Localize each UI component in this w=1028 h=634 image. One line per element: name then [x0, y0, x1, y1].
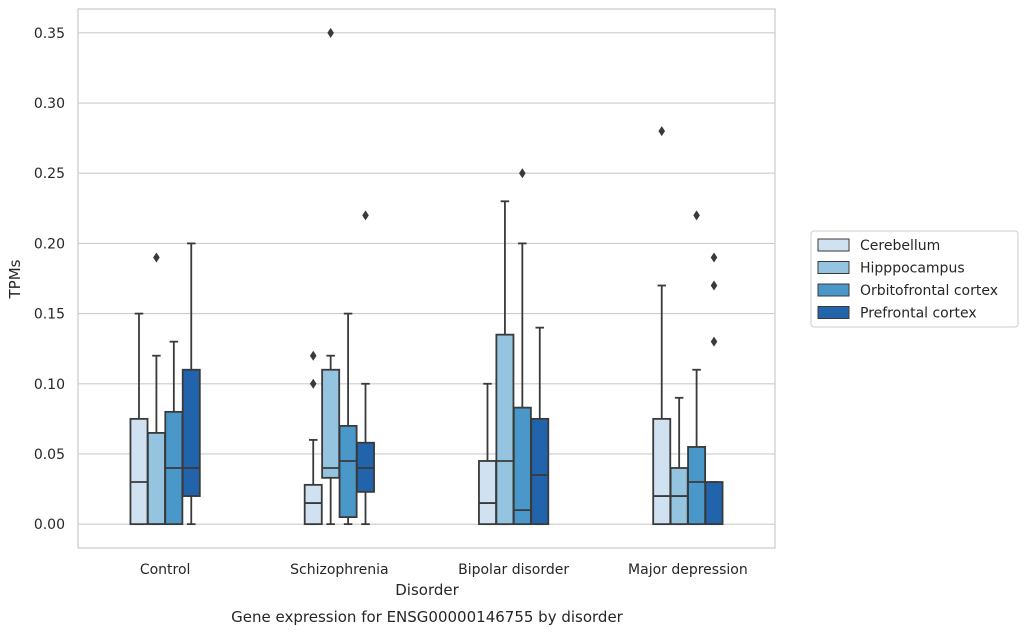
outlier-point — [309, 350, 317, 361]
outlier-point — [710, 252, 718, 263]
box — [303, 483, 323, 526]
box-group — [338, 312, 358, 526]
y-tick-label: 0.00 — [34, 517, 65, 533]
box-group — [303, 350, 323, 526]
outlier-point — [710, 336, 718, 347]
box — [321, 368, 341, 479]
box-group — [652, 126, 672, 526]
chart-caption: Gene expression for ENSG00000146755 by d… — [231, 608, 624, 626]
y-tick-label: 0.35 — [34, 26, 65, 42]
box-group — [669, 396, 689, 526]
outlier-point — [309, 378, 317, 389]
box — [530, 417, 550, 526]
y-tick-label: 0.05 — [34, 447, 65, 463]
box — [181, 368, 201, 497]
outlier-point — [693, 210, 700, 221]
x-tick-labels: Control Schizophrenia Bipolar disorder Majo… — [140, 562, 748, 578]
boxes-layer — [129, 27, 724, 526]
box-group — [321, 27, 341, 526]
box-group — [495, 200, 515, 526]
outlier-point — [519, 168, 526, 179]
y-tick-label: 0.25 — [34, 166, 65, 182]
plot-frame — [77, 8, 776, 549]
x-tick-label: Schizophrenia — [290, 562, 388, 578]
x-tick-label: Bipolar disorder — [458, 562, 569, 578]
legend-label: Orbitofrontal cortex — [860, 283, 998, 299]
legend-swatch — [817, 283, 850, 297]
outlier-point — [658, 126, 666, 137]
box-group — [704, 252, 724, 526]
box-group — [530, 326, 550, 526]
box-group — [129, 312, 149, 526]
y-tick-label: 0.10 — [34, 377, 65, 393]
box-group — [356, 210, 375, 526]
box — [512, 406, 532, 526]
box — [704, 481, 724, 526]
legend-label: Hipppocampus — [860, 261, 965, 277]
outlier-point — [710, 280, 718, 291]
outlier-point — [327, 27, 334, 38]
legend-swatch — [817, 261, 850, 274]
box — [146, 432, 166, 526]
y-tick-label: 0.20 — [34, 236, 65, 252]
outlier-point — [153, 252, 160, 263]
box — [478, 460, 497, 526]
box-group — [687, 210, 707, 526]
legend-frame — [810, 230, 1019, 328]
y-tick-labels: 0.00 0.05 0.10 0.15 0.20 0.25 0.30 0.35 — [34, 26, 65, 533]
box — [495, 333, 515, 526]
outlier-point — [362, 210, 369, 221]
box-group — [512, 168, 532, 526]
x-tick-label: Major depression — [628, 562, 748, 578]
legend-swatch — [817, 238, 850, 252]
x-tick-label: Control — [140, 562, 191, 578]
box-group — [478, 382, 497, 526]
legend: Cerebellum Hipppocampus Orbitofrontal cort… — [810, 230, 1019, 328]
box-group — [164, 340, 184, 526]
y-tick-label: 0.30 — [34, 96, 65, 112]
box — [129, 417, 149, 526]
box — [687, 446, 707, 526]
y-axis-label: TPMs — [6, 259, 24, 299]
legend-label: Cerebellum — [860, 238, 940, 254]
legend-label: Prefrontal cortex — [860, 306, 977, 322]
box — [338, 424, 358, 519]
box-group — [181, 242, 201, 526]
box-group — [146, 252, 166, 526]
x-axis-label: Disorder — [395, 581, 459, 599]
legend-swatch — [817, 306, 850, 319]
y-tick-label: 0.15 — [34, 307, 65, 323]
box — [652, 417, 672, 526]
